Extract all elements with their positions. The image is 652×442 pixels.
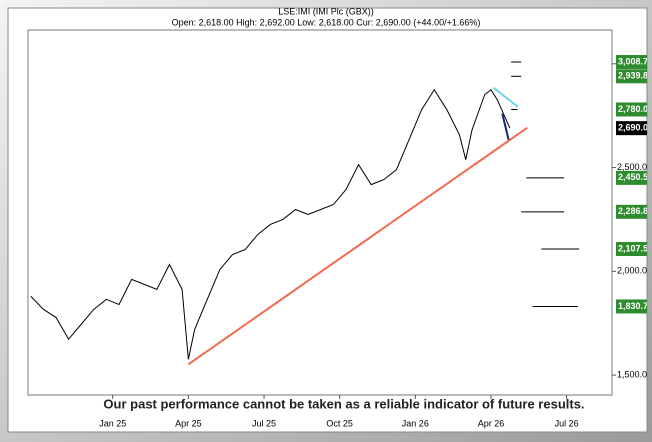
y-tick-label: 2,000.0 <box>617 266 647 276</box>
chart-title: LSE:IMI (IMI Plc (GBX)) <box>278 6 374 16</box>
chart-subtitle: Open: 2,618.00 High: 2,692.00 Low: 2,618… <box>172 17 481 27</box>
target-label: 2,939.8 <box>618 71 648 81</box>
current-label: 2,690.0 <box>618 123 648 133</box>
x-tick-label: Jan 25 <box>99 418 126 428</box>
trend-line <box>187 126 528 366</box>
y-tick-label: 1,500.0 <box>617 369 647 379</box>
target-label: 2,107.5 <box>618 243 648 253</box>
trend-line <box>501 113 510 141</box>
disclaimer: Our past performance cannot be taken as … <box>103 396 584 411</box>
x-tick-label: Oct 25 <box>326 418 353 428</box>
target-box <box>616 204 647 219</box>
current-box <box>616 121 647 136</box>
target-label: 3,008.7 <box>618 56 648 66</box>
target-box <box>616 242 647 257</box>
plot-area <box>27 29 613 396</box>
x-tick-label: Apr 25 <box>175 418 202 428</box>
x-tick-label: Jan 26 <box>402 418 429 428</box>
target-label: 2,286.8 <box>618 206 648 216</box>
x-tick-label: Jul 25 <box>252 418 276 428</box>
target-box <box>616 299 647 314</box>
target-label: 2,780.0 <box>618 104 648 114</box>
target-box <box>616 102 647 117</box>
target-box <box>616 69 647 84</box>
target-label: 1,830.7 <box>618 301 648 311</box>
x-tick-label: Jul 26 <box>555 418 579 428</box>
panel <box>7 7 648 433</box>
price-line <box>30 88 511 360</box>
target-box <box>616 55 647 70</box>
target-label: 2,450.5 <box>618 172 648 182</box>
y-tick-label: 2,500.0 <box>617 162 647 172</box>
x-tick-label: Apr 26 <box>478 418 505 428</box>
trend-line <box>492 86 519 108</box>
target-box <box>616 170 647 185</box>
